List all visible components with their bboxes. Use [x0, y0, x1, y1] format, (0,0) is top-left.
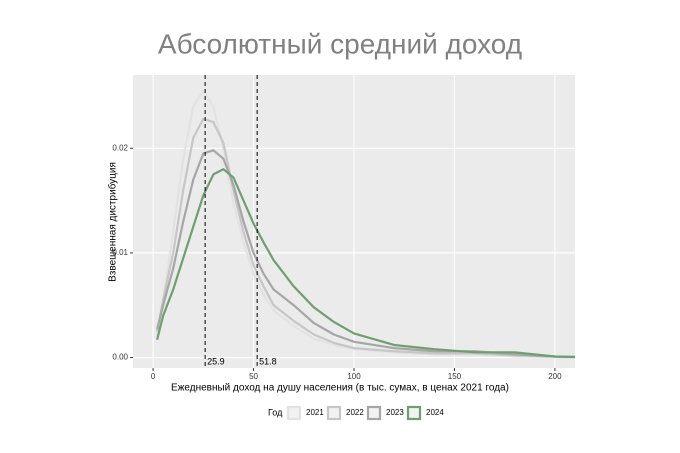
line: [156, 168, 576, 359]
legend-label: 2022: [346, 408, 364, 417]
legend-title: Год: [268, 407, 283, 417]
chart-title: Абсолютный средний доход: [158, 28, 522, 59]
line: [156, 117, 576, 359]
legend-label: 2023: [386, 408, 404, 417]
y-tick-label: 0.00: [112, 353, 128, 362]
x-tick-label: 50: [249, 372, 258, 381]
y-tick-label: 0.02: [112, 143, 128, 152]
legend-key: [326, 405, 342, 421]
legend-label: 2024: [426, 408, 444, 417]
x-axis-title: Ежедневный доход на душу населения (в ты…: [171, 383, 509, 394]
legend-label: 2021: [306, 408, 324, 417]
x-tick-label: 100: [347, 372, 361, 381]
x-tick-label: 150: [448, 372, 462, 381]
reference-label: 51.8: [259, 356, 277, 366]
legend-key: [366, 405, 382, 421]
legend-key: [406, 405, 422, 421]
x-tick-label: 200: [548, 372, 562, 381]
y-axis-title: Взвешенная дистрибуция: [107, 162, 119, 282]
y-tick-label: 0.01: [112, 248, 128, 257]
reference-label: 25.9: [207, 356, 225, 366]
x-tick-label: 0: [151, 372, 156, 381]
legend-key: [286, 405, 302, 421]
